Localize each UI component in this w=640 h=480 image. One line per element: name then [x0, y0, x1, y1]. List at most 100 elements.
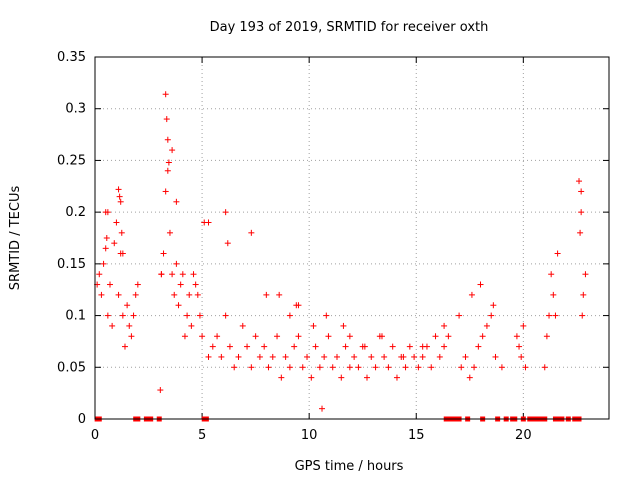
data-point: [436, 353, 443, 360]
data-point: [498, 364, 505, 371]
data-point: [111, 240, 118, 247]
data-point: [160, 250, 167, 257]
data-point: [458, 364, 465, 371]
y-tick-label: 0.3: [65, 102, 86, 117]
y-tick-label: 0: [78, 412, 86, 427]
chart-title: Day 193 of 2019, SRMTID for receiver oxt…: [210, 20, 489, 35]
y-tick-label: 0.1: [65, 309, 86, 324]
data-point: [580, 291, 587, 298]
data-point: [338, 374, 345, 381]
data-point: [576, 178, 583, 185]
data-point: [162, 188, 169, 195]
data-point: [190, 271, 197, 278]
data-point: [115, 291, 122, 298]
data-point: [184, 312, 191, 319]
data-point: [462, 353, 469, 360]
data-point: [109, 322, 116, 329]
data-point: [543, 333, 550, 340]
data-point: [106, 281, 113, 288]
data-point: [115, 186, 122, 193]
data-point: [194, 291, 201, 298]
data-point: [378, 333, 385, 340]
data-point: [582, 271, 589, 278]
data-point: [100, 260, 107, 267]
x-tick-label: 20: [515, 428, 532, 443]
data-point: [173, 260, 180, 267]
y-tick-label: 0.05: [57, 360, 86, 375]
data-point: [385, 364, 392, 371]
data-point: [214, 333, 221, 340]
data-point: [188, 322, 195, 329]
data-point: [316, 364, 323, 371]
data-point: [113, 219, 120, 226]
data-point: [179, 271, 186, 278]
x-axis-label: GPS time / hours: [295, 459, 404, 474]
data-point: [158, 271, 165, 278]
y-tick-label: 0.25: [57, 153, 86, 168]
data-point: [520, 322, 527, 329]
data-point: [546, 312, 553, 319]
data-point: [175, 302, 182, 309]
data-point: [432, 333, 439, 340]
data-point: [363, 374, 370, 381]
data-point: [346, 333, 353, 340]
data-point: [177, 281, 184, 288]
data-point: [323, 312, 330, 319]
plot-frame: [94, 56, 610, 420]
data-point: [513, 333, 520, 340]
data-point: [456, 312, 463, 319]
data-point: [224, 240, 231, 247]
data-point: [475, 343, 482, 350]
data-point: [96, 271, 103, 278]
data-point: [199, 333, 206, 340]
data-point: [411, 353, 418, 360]
data-point: [205, 219, 212, 226]
data-point: [361, 343, 368, 350]
data-point: [218, 353, 225, 360]
data-point: [340, 322, 347, 329]
data-point: [244, 343, 251, 350]
data-point: [248, 364, 255, 371]
data-point: [552, 312, 559, 319]
data-point: [162, 91, 169, 98]
data-point: [295, 302, 302, 309]
data-point: [550, 291, 557, 298]
data-point: [103, 235, 110, 241]
data-point: [402, 364, 409, 371]
data-point: [286, 364, 293, 371]
points-layer: [94, 91, 589, 422]
data-point: [286, 312, 293, 319]
data-point: [163, 116, 170, 123]
grid-layer: [95, 57, 609, 419]
data-point: [406, 343, 413, 350]
data-point: [479, 333, 486, 340]
data-point: [263, 291, 270, 298]
data-point: [124, 302, 131, 309]
data-point: [278, 374, 285, 381]
data-point: [274, 333, 281, 340]
data-point: [346, 364, 353, 371]
data-point: [222, 209, 229, 216]
data-point: [165, 159, 172, 166]
data-point: [516, 343, 523, 350]
y-tick-label: 0.15: [57, 257, 86, 272]
data-point: [321, 353, 328, 360]
x-tick-label: 15: [408, 428, 425, 443]
data-point: [441, 343, 448, 350]
data-point: [368, 353, 375, 360]
data-point: [196, 312, 203, 319]
data-point: [492, 353, 499, 360]
data-point: [265, 364, 272, 371]
data-point: [226, 343, 233, 350]
data-point: [554, 250, 561, 257]
data-point: [173, 198, 180, 205]
data-point: [116, 193, 123, 200]
y-tick-label: 0.2: [65, 205, 86, 220]
data-point: [269, 353, 276, 360]
data-point: [400, 353, 407, 360]
data-point: [490, 302, 497, 309]
data-point: [477, 281, 484, 288]
data-point: [319, 405, 326, 412]
data-point: [308, 374, 315, 381]
